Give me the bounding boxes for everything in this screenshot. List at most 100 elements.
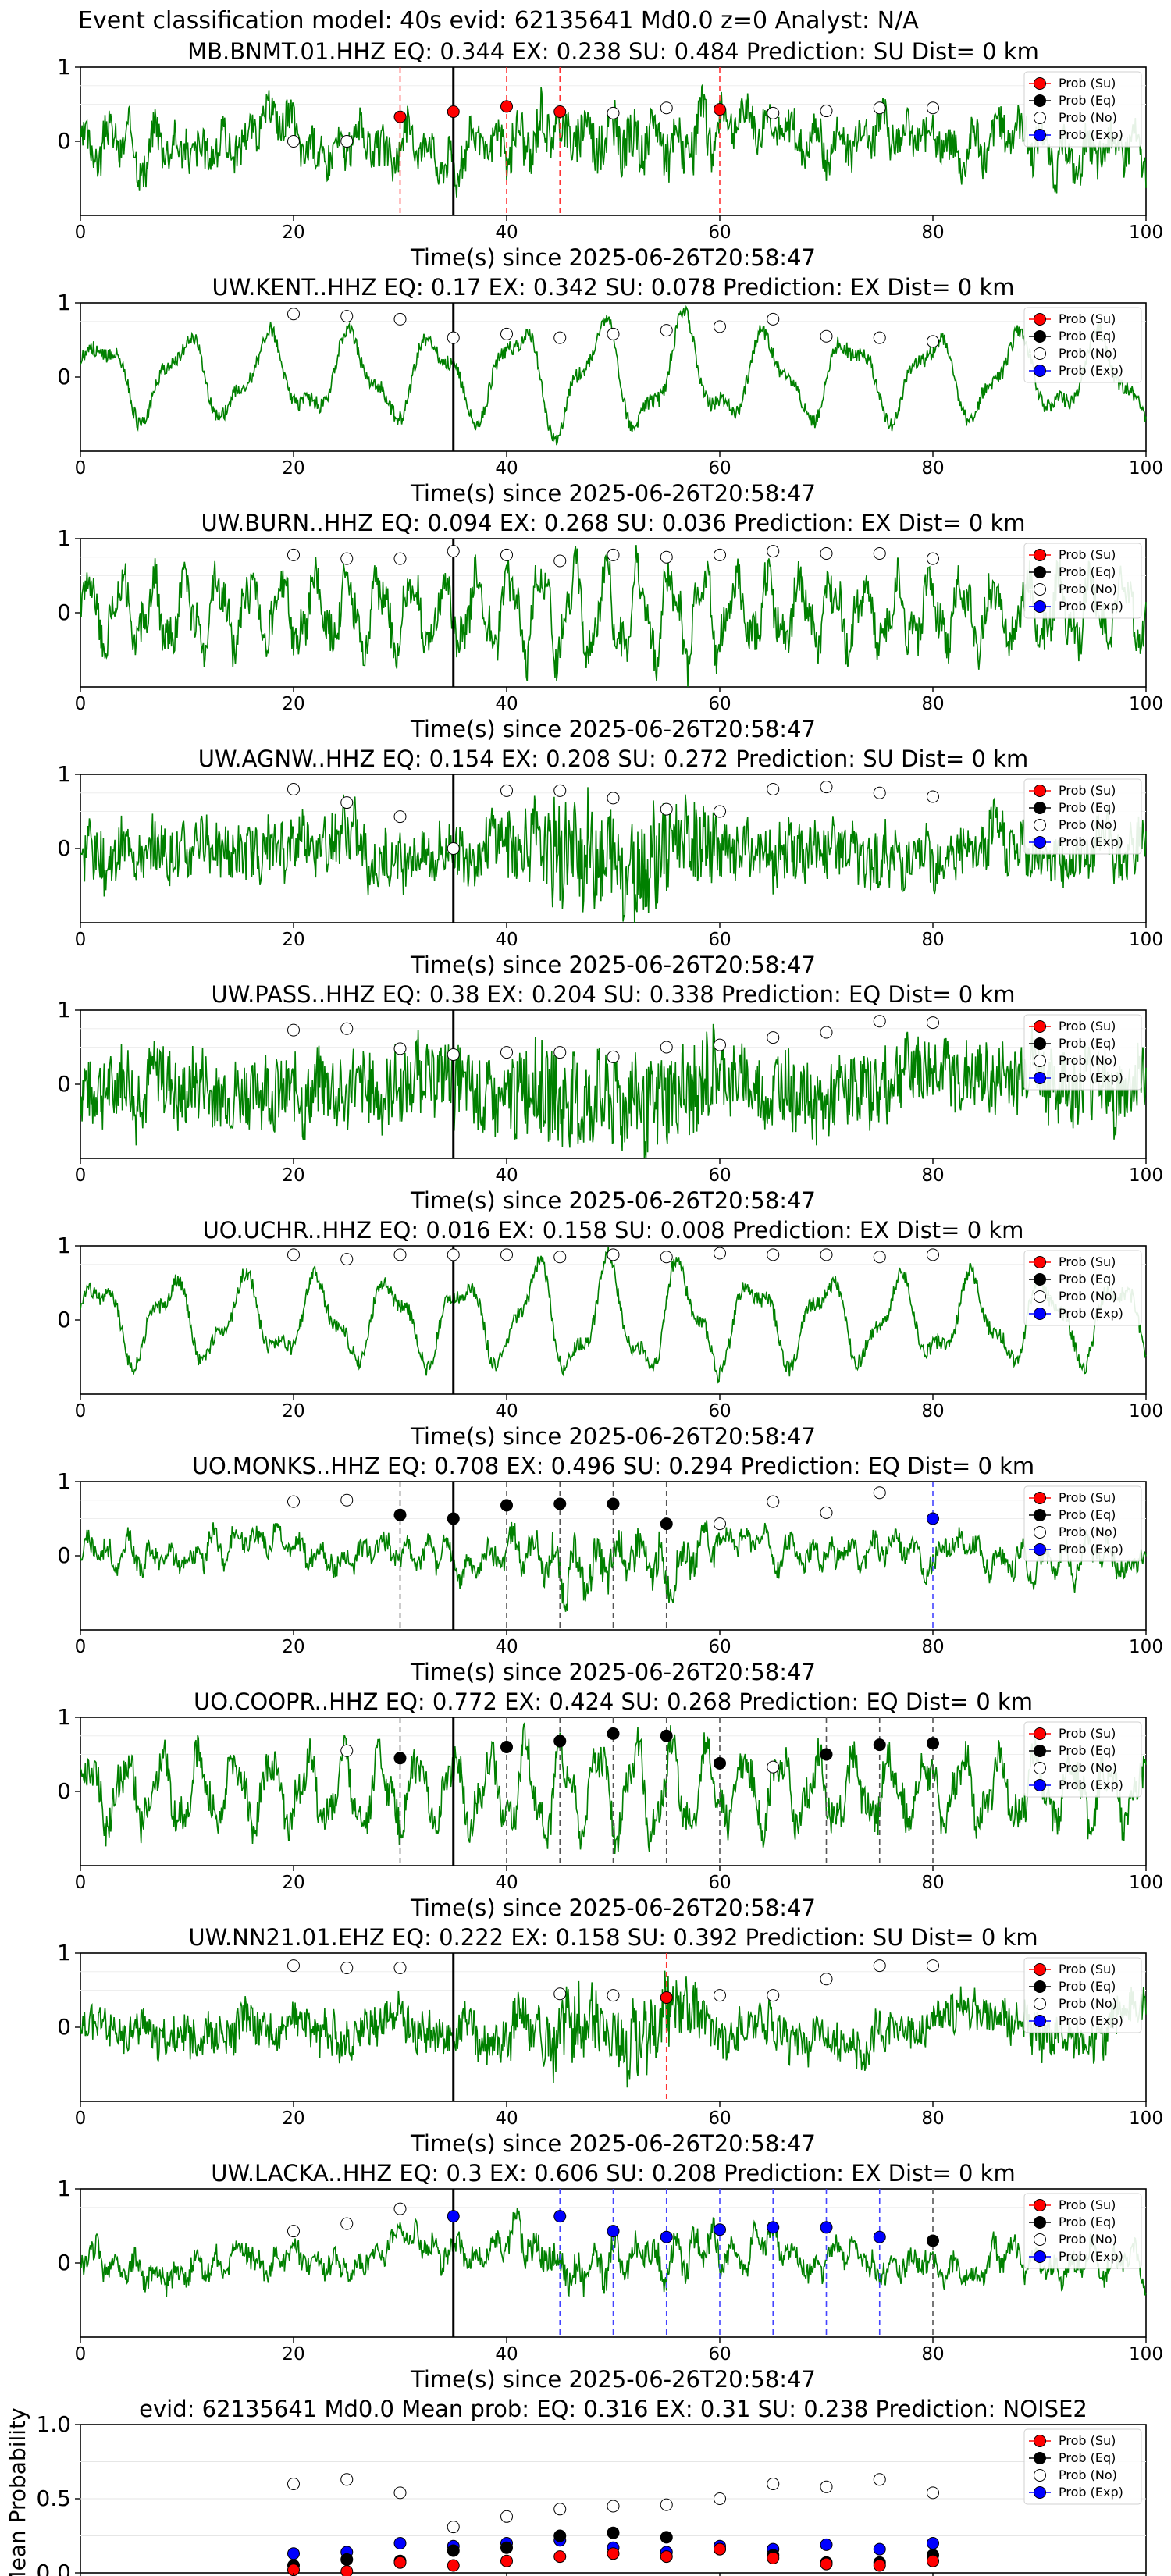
panel-8: UO.COOPR..HHZ EQ: 0.772 EX: 0.424 SU: 0.… xyxy=(57,1688,1163,1921)
x-tick-label: 20 xyxy=(282,458,304,479)
mean-prob-point xyxy=(873,2559,886,2572)
prob-marker xyxy=(873,1486,886,1500)
x-tick-label: 0 xyxy=(75,1401,87,1421)
mean-prob-point xyxy=(500,2510,513,2523)
x-tick-label: 0 xyxy=(75,930,87,950)
mean-prob-point xyxy=(287,2547,300,2560)
prob-marker xyxy=(500,1248,513,1261)
prob-marker xyxy=(927,790,939,803)
prob-marker xyxy=(447,331,460,344)
prob-marker xyxy=(340,310,354,323)
x-tick-label: 60 xyxy=(708,694,731,714)
x-axis-label: Time(s) since 2025-06-26T20:58:47 xyxy=(410,244,816,271)
mean-prob-point xyxy=(340,2473,354,2486)
prob-marker xyxy=(660,1251,673,1264)
prob-marker xyxy=(500,784,513,797)
prob-marker xyxy=(820,1973,833,1986)
prob-marker xyxy=(500,548,513,561)
prob-marker xyxy=(873,101,886,115)
prob-marker xyxy=(553,331,567,344)
legend-marker xyxy=(1034,2250,1046,2263)
prob-marker xyxy=(393,1752,407,1765)
y-tick-label: 0.5 xyxy=(36,2485,71,2511)
legend-label: Prob (No) xyxy=(1059,1053,1117,1068)
y-tick-label: 0 xyxy=(57,1542,71,1568)
prob-marker xyxy=(714,1247,726,1260)
prob-marker xyxy=(393,1042,407,1055)
mean-prob-point xyxy=(393,2556,407,2569)
prob-marker xyxy=(714,2223,726,2236)
x-tick-label: 100 xyxy=(1129,1165,1163,1186)
prob-marker xyxy=(607,1248,620,1261)
legend-marker xyxy=(1034,2469,1046,2482)
legend-box xyxy=(1023,2193,1142,2269)
legend-marker xyxy=(1034,2199,1046,2211)
prob-marker xyxy=(393,810,407,824)
prob-marker xyxy=(767,783,780,795)
mean-prob-point xyxy=(447,2559,460,2572)
prob-marker xyxy=(607,1497,620,1510)
y-tick-label: 0.0 xyxy=(36,2560,71,2576)
x-tick-label: 40 xyxy=(495,1401,518,1421)
x-tick-label: 40 xyxy=(495,2344,518,2364)
legend-label: Prob (Su) xyxy=(1059,547,1116,562)
prob-marker xyxy=(500,1499,513,1512)
x-tick-label: 60 xyxy=(708,458,731,479)
prob-marker xyxy=(500,1741,513,1753)
panel-title: UW.PASS..HHZ EQ: 0.38 EX: 0.204 SU: 0.33… xyxy=(212,981,1016,1008)
legend-label: Prob (Su) xyxy=(1059,1726,1116,1741)
panel-7: UO.MONKS..HHZ EQ: 0.708 EX: 0.496 SU: 0.… xyxy=(57,1453,1163,1685)
x-axis-label: Time(s) since 2025-06-26T20:58:47 xyxy=(410,480,816,507)
prob-marker xyxy=(393,1508,407,1521)
x-tick-label: 0 xyxy=(75,458,87,479)
legend-marker xyxy=(1034,1543,1046,1556)
legend-marker xyxy=(1034,1963,1046,1976)
prob-marker xyxy=(607,548,620,561)
mean-prob-point xyxy=(607,2500,620,2513)
x-axis-label: Time(s) since 2025-06-26T20:58:47 xyxy=(410,1895,816,1921)
y-tick-label: 1 xyxy=(57,1704,71,1730)
x-tick-label: 100 xyxy=(1129,1637,1163,1657)
x-tick-label: 20 xyxy=(282,930,304,950)
prob-marker xyxy=(447,842,460,855)
legend-marker xyxy=(1034,600,1046,613)
prob-marker xyxy=(927,1248,939,1261)
prob-marker xyxy=(607,327,620,340)
x-tick-label: 40 xyxy=(495,930,518,950)
legend-marker xyxy=(1034,785,1046,797)
prob-marker xyxy=(927,552,939,565)
legend-label: Prob (Exp) xyxy=(1059,2249,1123,2264)
panel-4: UW.AGNW..HHZ EQ: 0.154 EX: 0.208 SU: 0.2… xyxy=(57,745,1163,978)
panel-title: UO.UCHR..HHZ EQ: 0.016 EX: 0.158 SU: 0.0… xyxy=(203,1217,1024,1244)
prob-marker xyxy=(393,1962,407,1974)
y-axis-label: Mean Probability xyxy=(5,2407,30,2576)
legend-marker xyxy=(1034,2435,1046,2447)
x-tick-label: 60 xyxy=(708,1165,731,1186)
legend-label: Prob (No) xyxy=(1059,817,1117,832)
mean-prob-point xyxy=(287,2478,300,2490)
mean-prob-point xyxy=(660,2498,673,2511)
legend-label: Prob (Eq) xyxy=(1059,1507,1116,1522)
x-tick-label: 20 xyxy=(282,1873,304,1893)
prob-marker xyxy=(820,1248,833,1261)
prob-marker xyxy=(607,1050,620,1063)
x-tick-label: 100 xyxy=(1129,2108,1163,2129)
prob-marker xyxy=(553,784,567,797)
x-tick-label: 80 xyxy=(921,1873,944,1893)
mean-prob-point xyxy=(767,2478,780,2490)
panel-2: UW.KENT..HHZ EQ: 0.17 EX: 0.342 SU: 0.07… xyxy=(57,274,1163,507)
prob-marker xyxy=(607,1727,620,1740)
legend-marker xyxy=(1034,330,1046,343)
x-tick-label: 0 xyxy=(75,2108,87,2129)
prob-marker xyxy=(660,1991,673,2004)
prob-marker xyxy=(553,105,567,118)
prob-marker xyxy=(767,1031,780,1044)
legend-label: Prob (No) xyxy=(1059,582,1117,596)
y-tick-label: 1 xyxy=(57,54,71,80)
y-tick-label: 1 xyxy=(57,2176,71,2201)
x-tick-label: 60 xyxy=(708,2108,731,2129)
prob-marker xyxy=(927,335,939,348)
prob-marker xyxy=(393,110,407,123)
prob-marker xyxy=(714,1989,726,2002)
prob-marker xyxy=(873,1959,886,1973)
